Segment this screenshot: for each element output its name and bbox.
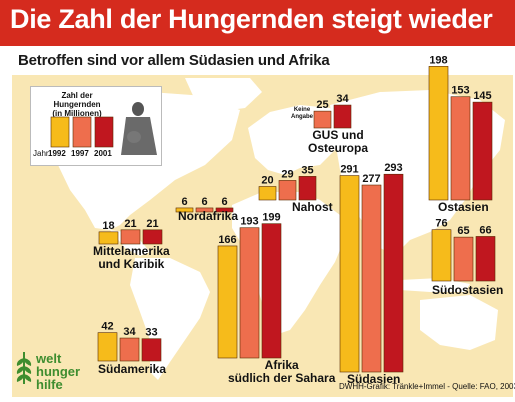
value-label-mittelamerika-und-karibik-1997: 21	[124, 218, 136, 230]
map-indonesia	[400, 278, 470, 292]
region-label-ostasien: Ostasien	[438, 200, 489, 214]
bar-gus-und-osteuropa-2001	[333, 104, 352, 129]
region-label-suedamerika: Südamerika	[98, 362, 167, 376]
legend-year-2001: 2001	[94, 149, 112, 158]
bar-nahost-1997	[278, 180, 297, 201]
legend-swatch-1992	[50, 116, 70, 148]
bar-gus-und-osteuropa-1997	[313, 110, 332, 129]
value-label-s-dostasien-1992: 76	[435, 218, 447, 230]
value-label-ostasien-1992: 198	[429, 54, 447, 66]
value-label-gus-und-osteuropa-1997: 25	[316, 99, 328, 111]
legend-year-1997: 1997	[71, 149, 89, 158]
legend-title: Zahl der Hungernden	[53, 91, 101, 109]
welthungerhilfe-logo-icon	[16, 352, 32, 384]
bar-nordafrika-1997	[195, 207, 214, 213]
value-label-nahost-1992: 20	[261, 175, 273, 187]
value-label-mittelamerika-und-karibik-1992: 18	[102, 220, 114, 232]
bar-nahost-2001	[298, 176, 317, 201]
region-label-afrika: Afrika südlich der Sahara	[228, 358, 336, 385]
bar-s-damerika-1997	[119, 337, 140, 362]
legend-swatch-1997	[72, 116, 92, 148]
value-label-mittelamerika-und-karibik-2001: 21	[146, 218, 158, 230]
bar-s-damerika-1992	[97, 332, 118, 362]
region-label-gus: GUS und Osteuropa	[308, 128, 369, 155]
legend-box: Zahl der Hungernden (in Millionen) Jahr …	[30, 86, 162, 166]
note-keine-angabe: Keine Angabe	[290, 107, 313, 120]
bar-ostasien-2001	[472, 101, 493, 201]
bar-mittelamerika-und-karibik-2001	[142, 229, 163, 245]
legend-unit: (in Millionen)	[52, 109, 102, 118]
value-label-afrika-s-dlich-der-sahara-1997: 193	[240, 216, 258, 228]
value-label-nordafrika-2001: 6	[221, 196, 227, 208]
value-label-s-dasien-1997: 277	[362, 173, 380, 185]
bar-nahost-1992	[258, 186, 277, 201]
map-africa	[232, 192, 345, 335]
region-label-nordafrika: Nordafrika	[178, 209, 239, 223]
bar-nordafrika-2001	[215, 207, 234, 213]
bar-s-dasien-1997	[361, 184, 382, 373]
value-label-s-damerika-2001: 33	[145, 327, 157, 339]
bar-s-dostasien-2001	[475, 236, 496, 282]
value-label-ostasien-2001: 145	[473, 90, 491, 102]
map-australia	[420, 295, 498, 350]
legend-swatch-2001	[94, 116, 114, 148]
value-label-s-dostasien-1997: 65	[457, 225, 469, 237]
value-label-afrika-s-dlich-der-sahara-2001: 199	[262, 212, 280, 224]
value-label-s-dostasien-2001: 66	[479, 224, 491, 236]
value-label-s-damerika-1997: 34	[123, 326, 136, 338]
value-label-nordafrika-1997: 6	[201, 196, 207, 208]
bar-layer	[97, 66, 496, 373]
bar-s-damerika-2001	[141, 338, 162, 362]
logo-text: welt hunger hilfe	[36, 351, 81, 392]
person-photo	[121, 102, 157, 155]
bar-nordafrika-1992	[175, 207, 194, 213]
bar-s-dasien-2001	[383, 173, 404, 373]
region-label-mittelamerika: Mittelamerika und Karibik	[93, 244, 170, 271]
value-label-nahost-2001: 35	[301, 164, 313, 176]
bar-s-dasien-1992	[339, 175, 360, 373]
chart-title: Die Zahl der Hungernden steigt wieder	[10, 4, 493, 34]
region-label-suedasien: Südasien	[347, 372, 401, 386]
bar-afrika-s-dlich-der-sahara-2001	[261, 223, 282, 359]
value-label-s-dasien-1992: 291	[340, 164, 358, 176]
bar-mittelamerika-und-karibik-1992	[98, 231, 119, 245]
map-greenland	[185, 78, 262, 112]
value-label-nahost-1997: 29	[281, 168, 293, 180]
bar-ostasien-1997	[450, 96, 471, 201]
value-label-s-damerika-1992: 42	[101, 321, 113, 333]
bar-mittelamerika-und-karibik-1997	[120, 229, 141, 245]
bar-s-dostasien-1997	[453, 236, 474, 282]
bar-afrika-s-dlich-der-sahara-1997	[239, 227, 260, 359]
header-bar: Die Zahl der Hungernden steigt wieder	[0, 0, 515, 46]
value-label-ostasien-1997: 153	[451, 85, 469, 97]
legend-year-label: Jahr	[33, 149, 49, 158]
chart-subtitle: Betroffen sind vor allem Südasien und Af…	[18, 52, 330, 69]
bar-s-dostasien-1992	[431, 229, 452, 282]
value-label-nordafrika-1992: 6	[181, 196, 187, 208]
legend-year-1992: 1992	[48, 149, 66, 158]
bar-afrika-s-dlich-der-sahara-1992	[217, 245, 238, 359]
value-label-s-dasien-2001: 293	[384, 162, 402, 174]
value-label-gus-und-osteuropa-2001: 34	[336, 93, 349, 105]
bar-ostasien-1992	[428, 66, 449, 201]
region-label-nahost: Nahost	[292, 200, 333, 214]
region-label-suedostasien: Südostasien	[432, 283, 504, 297]
source-note: DWHH-Grafik: Tränkle+Immel - Quelle: FAO…	[339, 382, 515, 391]
value-label-afrika-s-dlich-der-sahara-1992: 166	[218, 234, 236, 246]
